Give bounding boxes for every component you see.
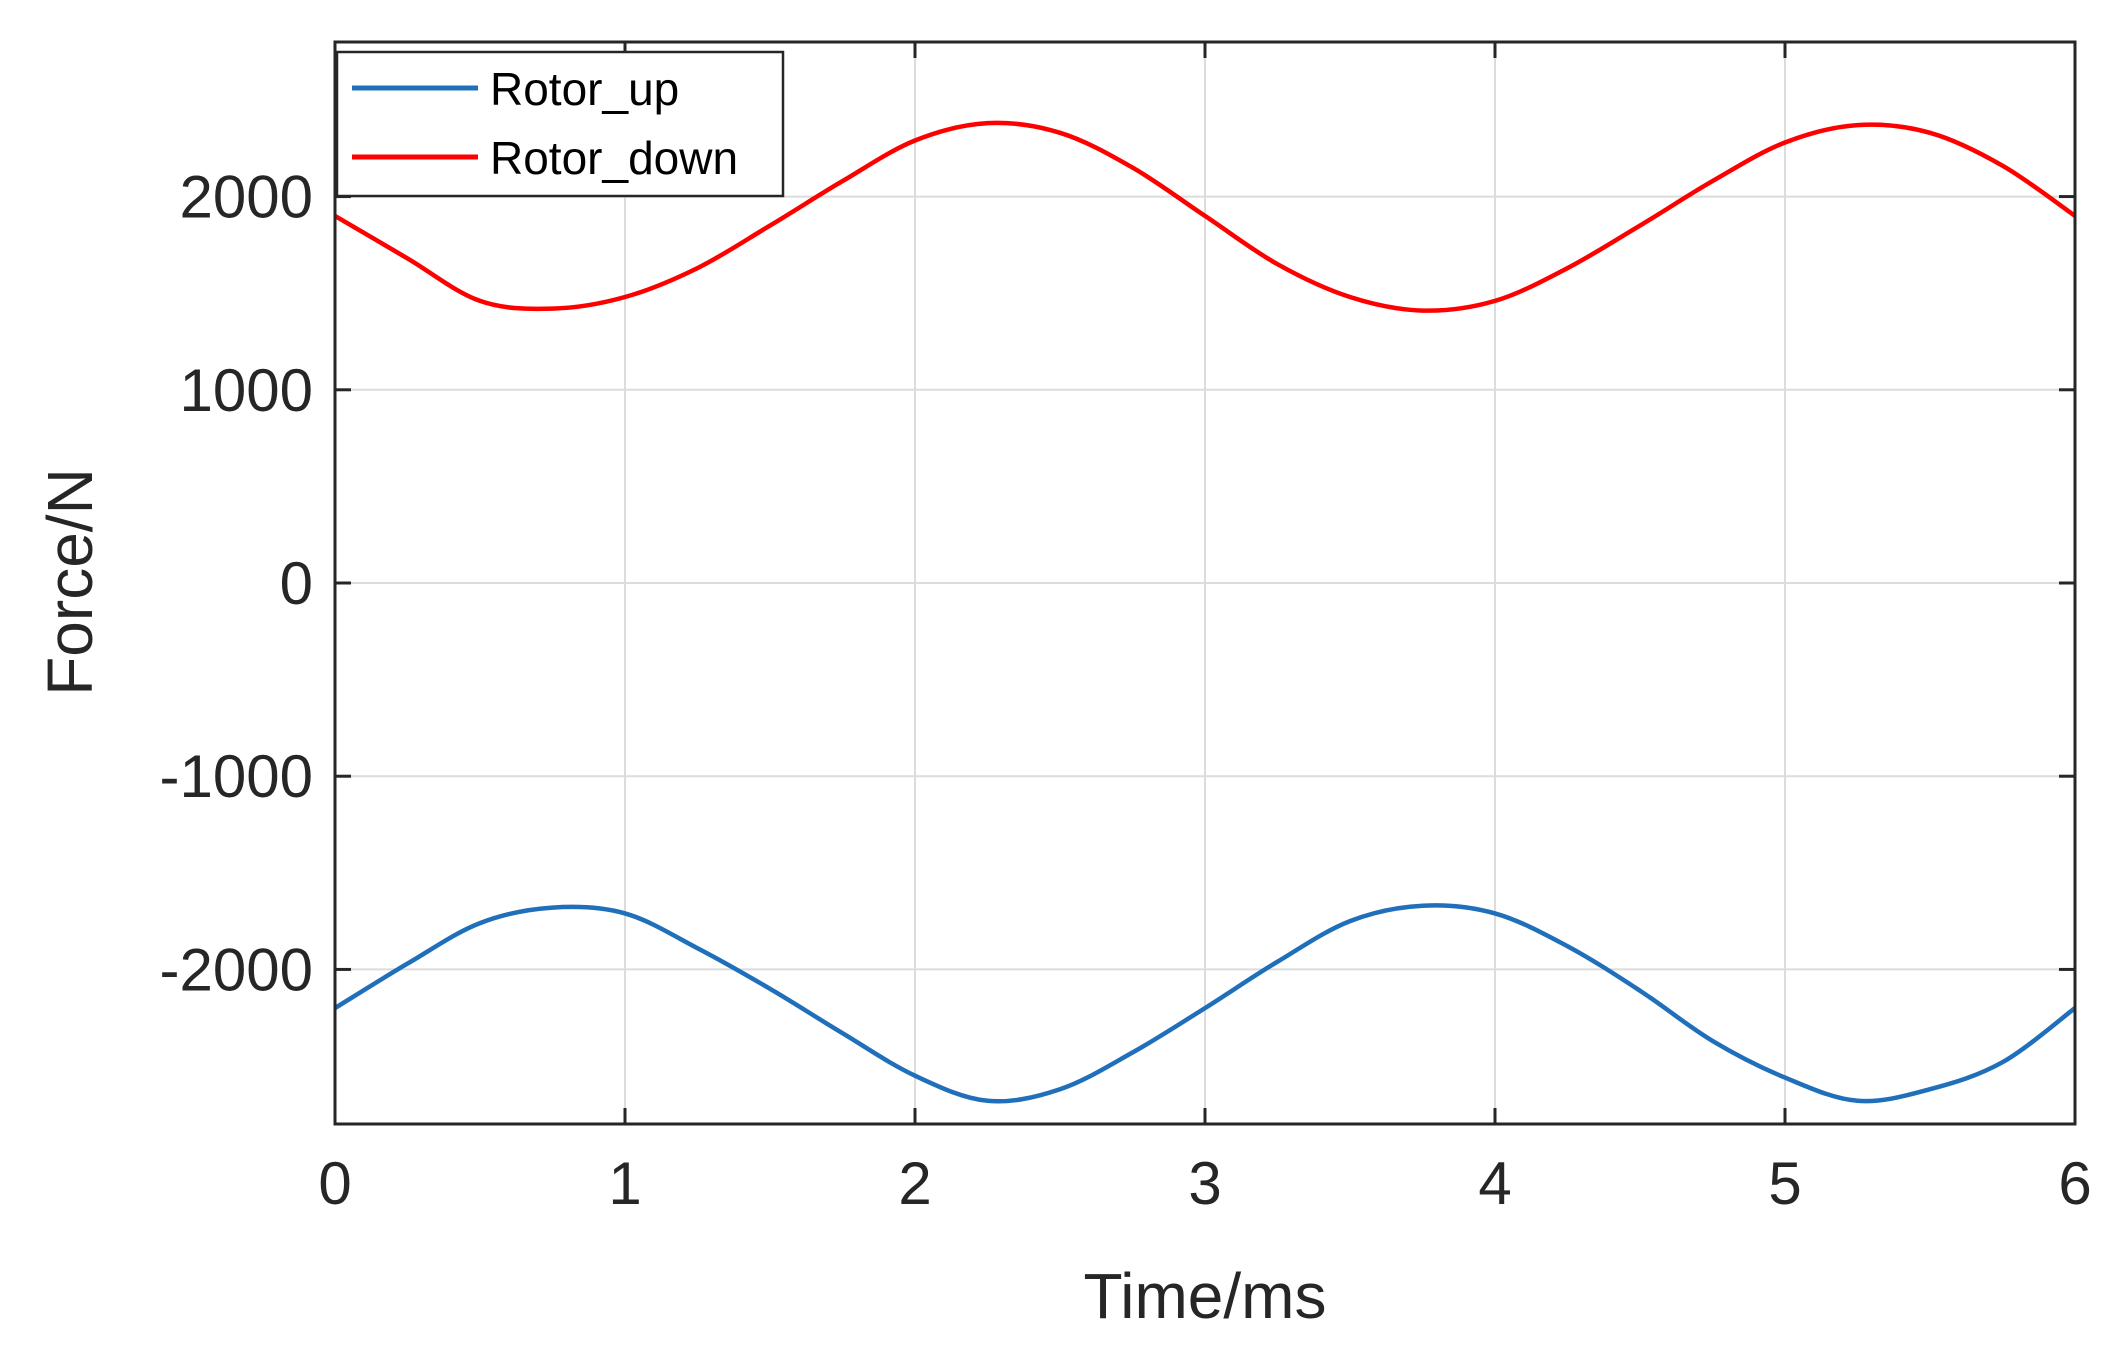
series-line-rotor-up bbox=[333, 903, 2077, 1104]
series-line-rotor-down bbox=[333, 120, 2077, 313]
x-tick-label: 5 bbox=[1768, 1150, 1801, 1217]
y-tick-label: -1000 bbox=[160, 743, 313, 810]
y-axis-label: Force/N bbox=[34, 468, 106, 696]
grid bbox=[335, 42, 2075, 1124]
axis-tick-labels: 0 1 2 3 4 5 6 -2000 -1000 0 1000 2000 bbox=[160, 164, 2092, 1217]
legend-label-rotor-down: Rotor_down bbox=[490, 132, 738, 184]
y-tick-label: 2000 bbox=[180, 164, 313, 231]
y-tick-label: -2000 bbox=[160, 936, 313, 1003]
x-tick-label: 3 bbox=[1188, 1150, 1221, 1217]
x-axis-label: Time/ms bbox=[1084, 1260, 1327, 1332]
x-tick-label: 2 bbox=[898, 1150, 931, 1217]
legend: Rotor_up Rotor_down bbox=[335, 50, 785, 198]
x-tick-label: 1 bbox=[608, 1150, 641, 1217]
series-lines bbox=[333, 120, 2077, 1104]
legend-box bbox=[335, 50, 785, 198]
x-tick-label: 6 bbox=[2058, 1150, 2091, 1217]
y-tick-label: 1000 bbox=[180, 357, 313, 424]
x-tick-label: 4 bbox=[1478, 1150, 1511, 1217]
legend-label-rotor-up: Rotor_up bbox=[490, 63, 679, 115]
x-tick-label: 0 bbox=[318, 1150, 351, 1217]
y-tick-label: 0 bbox=[280, 550, 313, 617]
